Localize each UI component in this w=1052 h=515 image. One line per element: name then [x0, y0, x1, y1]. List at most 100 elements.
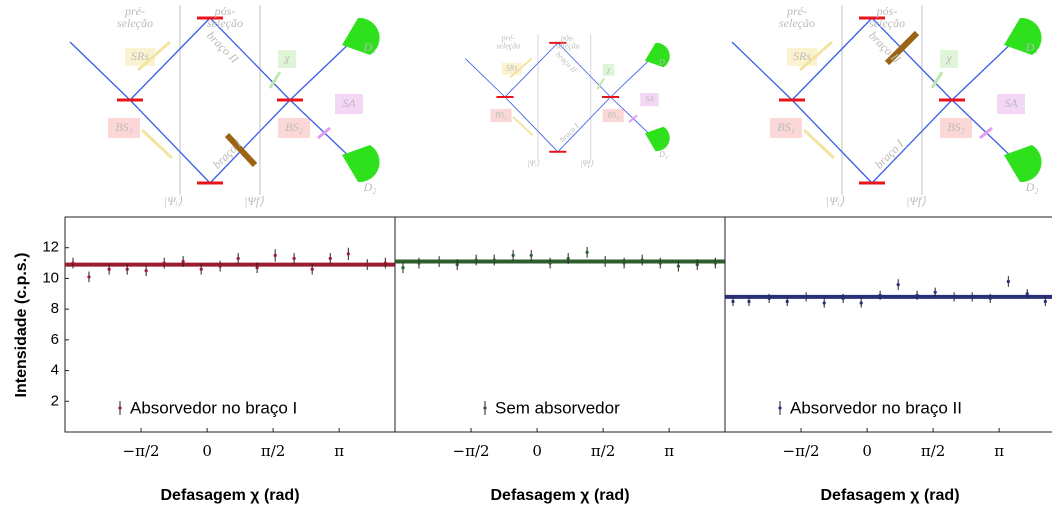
x-tick-label: π: [664, 442, 674, 460]
beam: [732, 42, 792, 100]
point: [879, 294, 882, 297]
point: [182, 260, 185, 263]
beam: [952, 38, 1017, 100]
phase: [597, 79, 604, 90]
point: [384, 261, 387, 264]
beam: [792, 100, 872, 183]
x-tick-label: 0: [862, 442, 872, 460]
y-tick-label: 8: [51, 300, 59, 317]
x-axis-label: Defasagem χ (rad): [490, 487, 629, 504]
phase: [932, 72, 942, 88]
point: [366, 263, 369, 266]
plots: 24681012−π/20π/2πDefasagem χ (rad)Absorv…: [42, 217, 1052, 504]
y-tick-label: 6: [51, 331, 59, 348]
phase: [270, 72, 280, 88]
x-tick-label: 0: [532, 442, 542, 460]
beam: [210, 100, 290, 183]
diagrams: pré-seleçãopós-seleçãoSRsBS₁BS₂χSAbraço …: [70, 4, 1042, 208]
legend-label: Absorvedor no braço I: [130, 398, 297, 417]
point: [860, 301, 863, 304]
beam: [70, 42, 130, 100]
detector: [1004, 145, 1042, 182]
point: [329, 257, 332, 260]
diagram-label: D₁: [658, 57, 668, 66]
y-axis-label: Intensidade (c.p.s.): [13, 253, 30, 398]
diagram-label: |Ψf⟩: [580, 159, 593, 168]
diagram-label: D₂: [363, 180, 377, 194]
point: [1044, 300, 1047, 303]
point: [971, 295, 974, 298]
point: [953, 295, 956, 298]
point: [530, 254, 533, 257]
diagram-label: D₂: [658, 150, 668, 159]
x-tick-label: −π/2: [783, 442, 820, 460]
point: [293, 257, 296, 260]
point: [696, 263, 699, 266]
point: [200, 268, 203, 271]
point: [347, 252, 350, 255]
diagram-label: BS₁: [777, 120, 795, 134]
detector: [645, 127, 670, 151]
point: [897, 283, 900, 286]
filter: [804, 130, 834, 158]
diagram-label: |Ψᵢ⟩: [164, 194, 183, 208]
point: [823, 301, 826, 304]
point: [989, 297, 992, 300]
point: [219, 265, 222, 268]
legend-label: Absorvedor no braço II: [790, 398, 962, 417]
beam: [611, 56, 654, 97]
beam: [872, 100, 952, 183]
diagram-label: braço II: [204, 28, 242, 66]
point: [641, 258, 644, 261]
beam: [558, 43, 611, 97]
x-tick-label: π: [994, 442, 1004, 460]
figure: pré-seleçãopós-seleçãoSRsBS₁BS₂χSAbraço …: [0, 0, 1052, 515]
x-tick-label: π/2: [591, 442, 615, 460]
point: [512, 254, 515, 257]
x-axis-label: Defasagem χ (rad): [160, 487, 299, 504]
diagram-label: χ: [606, 65, 611, 74]
x-tick-label: π/2: [261, 442, 285, 460]
point: [1026, 292, 1029, 295]
diagram-label: seleção: [207, 16, 243, 30]
point: [256, 266, 259, 269]
diagram-label: braço I: [558, 121, 581, 144]
legend-dot: [778, 406, 781, 409]
diagram-label: BS₁: [495, 110, 507, 119]
diagram-label: SA: [645, 94, 654, 103]
point: [677, 265, 680, 268]
diagram-label: SRs: [131, 49, 149, 63]
point: [237, 257, 240, 260]
point: [747, 300, 750, 303]
x-axis-label: Defasagem χ (rad): [820, 487, 959, 504]
diagram-label: χ: [945, 51, 952, 65]
point: [768, 297, 771, 300]
x-tick-label: π: [334, 442, 344, 460]
legend-dot: [483, 406, 486, 409]
y-tick-label: 12: [42, 239, 59, 256]
diagram-label: SA: [342, 96, 356, 110]
legend-label: Sem absorvedor: [495, 398, 620, 417]
point: [438, 260, 441, 263]
point: [1007, 280, 1010, 283]
beam: [558, 97, 611, 152]
x-tick-label: π/2: [921, 442, 945, 460]
diagram-label: D₂: [1025, 180, 1039, 194]
diagram-label: braço II: [554, 50, 579, 75]
point: [311, 268, 314, 271]
point: [87, 275, 90, 278]
diagram-label: χ: [283, 51, 290, 65]
point: [145, 269, 148, 272]
diagram-label: braço I: [210, 136, 245, 171]
diagram-label: seleção: [779, 16, 815, 30]
diagram-label: seleção: [496, 42, 520, 51]
diagram-label: seleção: [556, 42, 580, 51]
legend-dot: [118, 406, 121, 409]
filter: [142, 130, 172, 158]
diagram-label: SRs: [506, 63, 518, 72]
diagram-label: |Ψf⟩: [244, 194, 264, 208]
filter: [513, 117, 533, 135]
point: [714, 261, 717, 264]
